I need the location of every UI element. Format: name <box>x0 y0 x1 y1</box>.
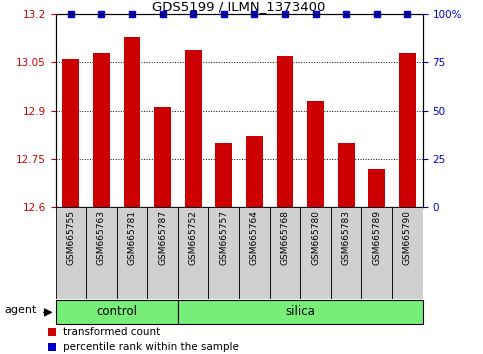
Text: silica: silica <box>285 306 315 318</box>
Text: GSM665783: GSM665783 <box>341 210 351 265</box>
Text: agent: agent <box>5 305 37 315</box>
Text: GSM665789: GSM665789 <box>372 210 381 265</box>
Text: control: control <box>96 306 137 318</box>
Text: GSM665781: GSM665781 <box>128 210 137 265</box>
Bar <box>307 101 324 207</box>
Bar <box>147 207 178 299</box>
Text: GSM665763: GSM665763 <box>97 210 106 265</box>
Bar <box>392 207 423 299</box>
Bar <box>300 207 331 299</box>
Bar <box>86 207 117 299</box>
Title: GDS5199 / ILMN_1373400: GDS5199 / ILMN_1373400 <box>153 0 326 13</box>
Bar <box>178 301 423 324</box>
Bar <box>277 56 293 207</box>
Text: GSM665790: GSM665790 <box>403 210 412 265</box>
Bar <box>369 169 385 207</box>
Text: GSM665752: GSM665752 <box>189 210 198 265</box>
Text: percentile rank within the sample: percentile rank within the sample <box>63 342 240 352</box>
Bar <box>338 143 355 207</box>
Bar <box>185 50 201 207</box>
Bar <box>117 207 147 299</box>
Bar <box>178 207 209 299</box>
Bar <box>56 301 178 324</box>
Bar <box>331 207 361 299</box>
Bar <box>62 59 79 207</box>
Text: transformed count: transformed count <box>63 327 161 337</box>
Text: GSM665755: GSM665755 <box>66 210 75 265</box>
Bar <box>209 207 239 299</box>
Text: GSM665764: GSM665764 <box>250 210 259 265</box>
Bar <box>48 343 56 351</box>
Bar <box>124 37 141 207</box>
Bar <box>246 136 263 207</box>
Bar <box>270 207 300 299</box>
Bar <box>93 53 110 207</box>
Bar <box>154 107 171 207</box>
Text: GSM665757: GSM665757 <box>219 210 228 265</box>
Text: GSM665780: GSM665780 <box>311 210 320 265</box>
Bar <box>399 53 416 207</box>
Bar <box>56 207 86 299</box>
Text: GSM665787: GSM665787 <box>158 210 167 265</box>
Bar <box>239 207 270 299</box>
Text: GSM665768: GSM665768 <box>281 210 289 265</box>
Bar <box>48 328 56 336</box>
Bar <box>215 143 232 207</box>
Bar <box>361 207 392 299</box>
